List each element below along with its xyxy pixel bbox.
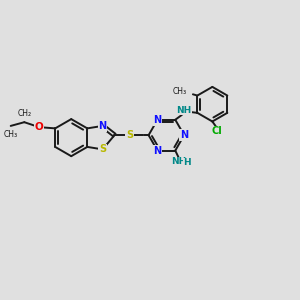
Text: NH: NH: [176, 106, 192, 115]
Text: CH₃: CH₃: [173, 87, 187, 96]
Text: CH₂: CH₂: [17, 109, 32, 118]
Text: NH: NH: [171, 157, 187, 166]
Text: N: N: [180, 130, 188, 140]
Text: Cl: Cl: [212, 126, 223, 136]
Text: N: N: [153, 115, 161, 125]
Text: CH₃: CH₃: [3, 130, 17, 140]
Text: N: N: [99, 121, 107, 131]
Text: H: H: [183, 158, 191, 167]
Text: S: S: [126, 130, 134, 140]
Text: N: N: [153, 146, 161, 156]
Text: S: S: [99, 144, 106, 154]
Text: O: O: [35, 122, 44, 132]
